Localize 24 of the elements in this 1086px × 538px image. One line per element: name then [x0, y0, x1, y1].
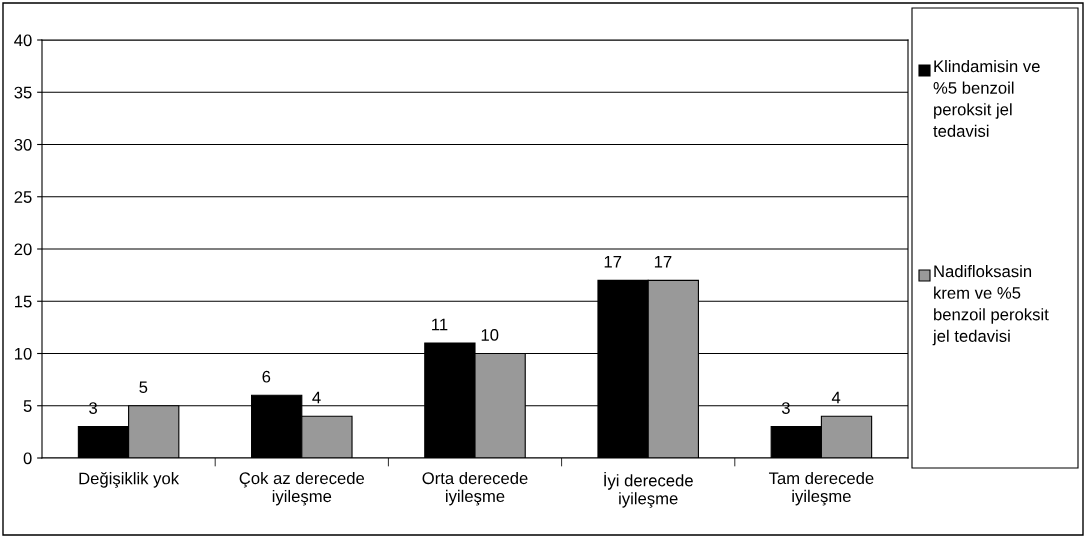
y-tick-label: 25 [14, 191, 32, 203]
y-tick-label: 20 [14, 243, 32, 256]
y-tick-label: 15 [15, 295, 32, 308]
y-tick-label: 30 [14, 138, 32, 151]
data-label: 4 [312, 391, 321, 404]
data-label: 4 [831, 391, 841, 404]
data-label: 6 [262, 370, 271, 383]
x-tick-label: İyi derecede iyileşme [604, 471, 693, 508]
y-tick-label: 10 [15, 347, 32, 360]
data-label: 10 [481, 329, 499, 341]
legend-label: Klindamisin ve %5 benzoil peroksit jel tedavisi [933, 60, 1040, 137]
y-tick-label: 35 [14, 86, 32, 99]
legend-label: Nadifloksasin krem ve %5 benzoil peroksit jel tedavisi [932, 265, 1049, 346]
data-label: 11 [432, 318, 448, 331]
x-tick-label: Değişiklik yok [79, 471, 180, 488]
data-label: 5 [139, 381, 148, 394]
y-tick-label: 0 [23, 452, 32, 465]
data-label: 17 [654, 256, 672, 268]
y-tick-label: 40 [14, 34, 32, 47]
y-tick-label: 5 [23, 400, 32, 412]
x-tick-label: Orta derecede iyileşme [422, 471, 528, 506]
x-tick-label: Tam derecede iyileşme [768, 471, 874, 506]
data-label: 17 [604, 256, 622, 268]
x-tick-label: Çok az derecede iyileşme [239, 471, 365, 506]
